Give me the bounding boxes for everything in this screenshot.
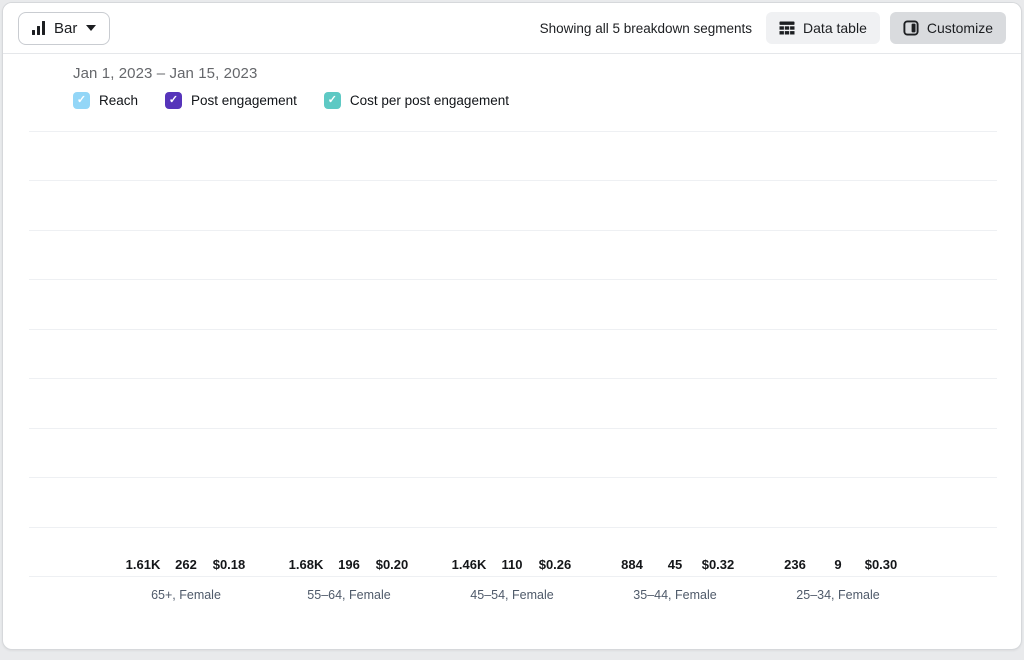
gridline	[29, 180, 997, 182]
legend-item-post-engagement[interactable]: ✓ Post engagement	[165, 92, 297, 109]
sidebar-panel-icon	[903, 20, 919, 36]
gridline	[29, 229, 997, 231]
legend-label: Cost per post engagement	[349, 93, 509, 108]
bar-value-label: 196	[338, 557, 360, 572]
x-axis-label: 35–44, Female	[633, 588, 717, 602]
bar-value-label: 884	[621, 557, 643, 572]
gridline	[29, 279, 997, 281]
gridline	[29, 427, 997, 429]
bar-chart-plot: 1.61K 262 $0.18 1.68K 196 $0.20 1.46K 110 $0.26 8…	[29, 131, 997, 577]
x-axis-labels: 65+, Female 55–64, Female 45–54, Female 35–…	[126, 588, 898, 602]
legend: ✓ Reach ✓ Post engagement ✓ Cost per post eng…	[73, 92, 1021, 109]
legend-label: Post engagement	[191, 93, 297, 108]
checkbox-checked-icon[interactable]: ✓	[165, 92, 183, 109]
data-table-button[interactable]: Data table	[766, 12, 880, 44]
bar-chart-icon	[32, 21, 45, 35]
checkbox-checked-icon[interactable]: ✓	[323, 92, 341, 109]
bar-value-label: $0.18	[212, 557, 246, 572]
bar-group-45-54-female: 1.46K 110 $0.26	[452, 131, 572, 576]
bar-group-65-female: 1.61K 262 $0.18	[126, 131, 246, 576]
x-axis-label: 45–54, Female	[470, 588, 554, 602]
gridline	[29, 526, 997, 528]
chart-header: Jan 1, 2023 – Jan 15, 2023 ✓ Reach ✓ Post e…	[3, 54, 1021, 109]
bar-value-label: $0.26	[538, 557, 572, 572]
toolbar-right: Showing all 5 breakdown segments Data ta…	[540, 12, 1006, 44]
chart-type-label: Bar	[54, 19, 78, 37]
chevron-down-icon	[86, 25, 97, 31]
bar-group-55-64-female: 1.68K 196 $0.20	[289, 131, 409, 576]
bar-value-label: 1.61K	[125, 557, 161, 572]
bar-value-label: 110	[501, 557, 523, 572]
bar-value-label: 1.46K	[451, 557, 487, 572]
insights-chart-card: Bar Showing all 5 breakdown segments Dat…	[2, 2, 1022, 650]
bar-value-label: 45	[667, 557, 683, 572]
customize-button[interactable]: Customize	[889, 12, 1006, 44]
segments-count-text: Showing all 5 breakdown segments	[539, 20, 753, 36]
bar-value-label: 9	[834, 557, 842, 572]
checkbox-checked-icon[interactable]: ✓	[73, 92, 90, 109]
x-axis-label: 65+, Female	[151, 588, 221, 602]
data-table-label: Data table	[803, 20, 867, 36]
date-range: Jan 1, 2023 – Jan 15, 2023	[73, 65, 258, 82]
gridline	[29, 576, 997, 577]
gridline	[29, 328, 997, 330]
bar-groups: 1.61K 262 $0.18 1.68K 196 $0.20 1.46K 110 $0.26 8…	[126, 131, 898, 576]
gridline	[29, 131, 997, 132]
bar-value-label: 236	[784, 557, 806, 572]
chart-toolbar: Bar Showing all 5 breakdown segments Dat…	[3, 3, 1021, 54]
bar-value-label: $0.30	[864, 557, 898, 572]
bar-group-25-34-female: 236 9 $0.30	[778, 131, 898, 576]
legend-item-reach[interactable]: ✓ Reach	[73, 92, 138, 109]
bar-value-label: 262	[175, 557, 197, 572]
bar-value-label: $0.32	[701, 557, 735, 572]
customize-label: Customize	[926, 20, 993, 36]
legend-item-cost-per-post-engagement[interactable]: ✓ Cost per post engagement	[323, 92, 509, 109]
bar-value-label: 1.68K	[288, 557, 324, 572]
bar-value-label: $0.20	[375, 557, 409, 572]
gridline	[29, 477, 997, 479]
chart-type-dropdown[interactable]: Bar	[18, 11, 111, 45]
x-axis-label: 25–34, Female	[796, 588, 880, 602]
legend-label: Reach	[99, 93, 139, 108]
gridline	[29, 378, 997, 380]
x-axis-label: 55–64, Female	[307, 588, 391, 602]
table-icon	[779, 21, 795, 35]
bar-group-35-44-female: 884 45 $0.32	[615, 131, 735, 576]
